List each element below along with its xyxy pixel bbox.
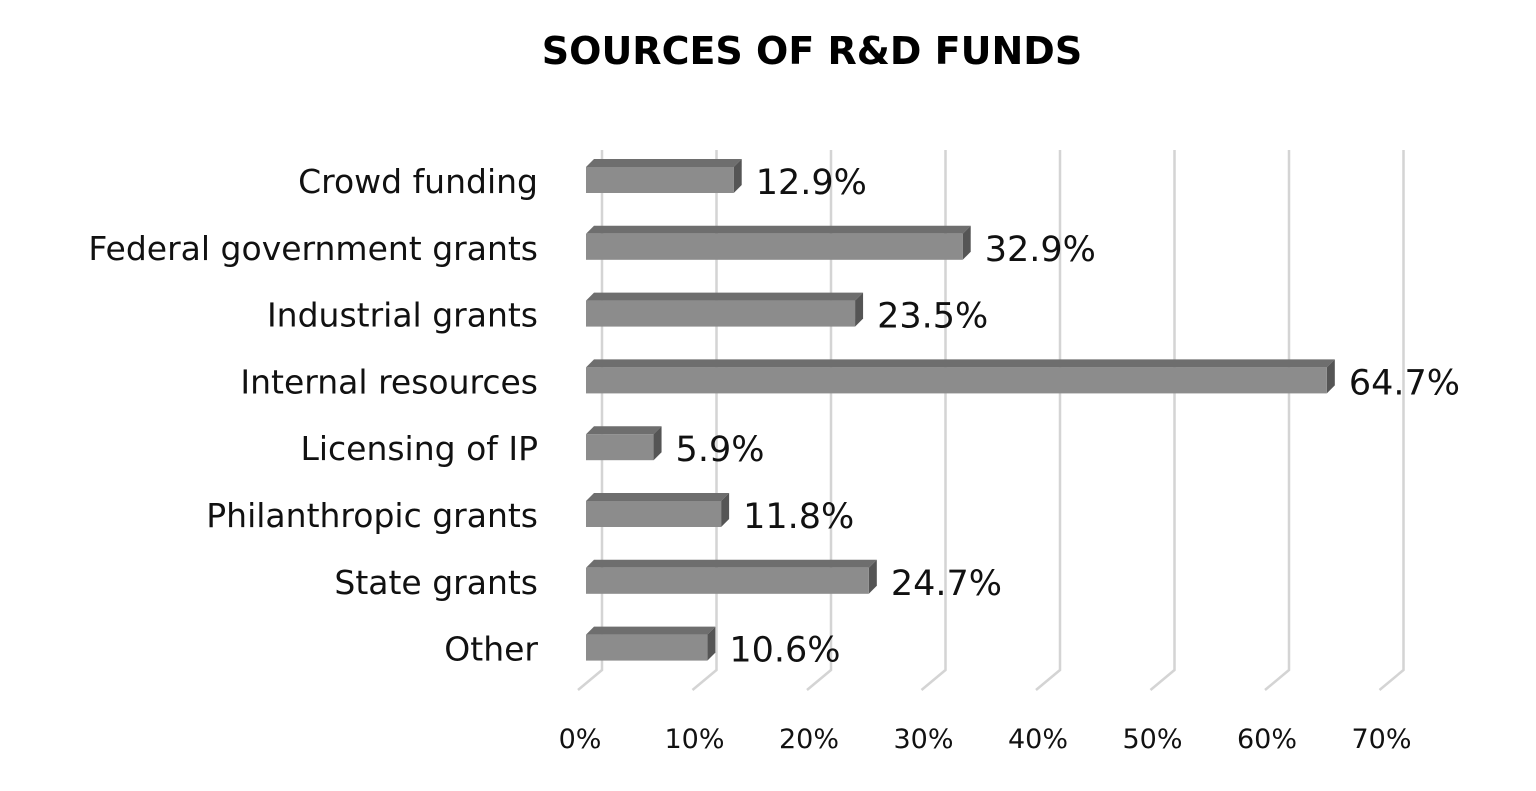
value-label: 32.9% — [985, 230, 1096, 270]
bar-side — [653, 426, 662, 461]
bar — [586, 493, 730, 527]
bar-side — [707, 626, 716, 661]
bar-side — [721, 493, 730, 527]
x-tick-labels: 0% 10% 20% 30% 40% 50% 60% 70% — [559, 724, 1412, 755]
bar-front — [586, 233, 963, 260]
x-tick-label: 60% — [1237, 724, 1297, 755]
bar-side — [1326, 359, 1335, 394]
bar-top — [586, 159, 742, 167]
bar-top — [586, 559, 877, 568]
category-label: Federal government grants — [88, 229, 538, 268]
bar-side — [733, 159, 742, 193]
bar — [586, 626, 716, 661]
bar — [586, 292, 864, 327]
gridline — [1149, 150, 1176, 691]
bar-front — [586, 634, 708, 661]
category-label: Licensing of IP — [300, 429, 538, 468]
value-label: 23.5% — [877, 297, 988, 337]
category-label: Crowd funding — [298, 162, 538, 201]
category-label: Internal resources — [240, 362, 538, 401]
bar-side — [855, 292, 864, 327]
bar-front — [586, 167, 734, 193]
category-label: Industrial grants — [267, 296, 538, 335]
bar-top — [586, 426, 662, 435]
category-label: State grants — [334, 563, 538, 602]
gridline — [1035, 150, 1062, 691]
x-tick-label: 10% — [664, 724, 724, 755]
x-tick-label: 0% — [559, 724, 602, 755]
value-label: 11.8% — [743, 497, 854, 537]
value-label: 5.9% — [676, 430, 765, 470]
bar-front — [586, 567, 869, 594]
bar-front — [586, 501, 722, 527]
x-tick-label: 50% — [1122, 724, 1182, 755]
bar-top — [586, 292, 864, 301]
bars — [586, 159, 1335, 661]
value-labels: 12.9% 32.9% 23.5% 64.7% 5.9% 11.8% 24.7% 10.6% — [676, 163, 1460, 671]
bar-side — [962, 225, 971, 260]
x-tick-label: 30% — [893, 724, 953, 755]
gridline — [920, 150, 947, 691]
bar — [586, 225, 971, 260]
bar-front — [586, 300, 856, 327]
bar — [586, 159, 742, 193]
chart-title: SOURCES OF R&D FUNDS — [542, 29, 1082, 73]
category-label: Other — [444, 630, 538, 669]
bar-top — [586, 225, 971, 234]
gridline — [1378, 150, 1405, 691]
bar — [586, 359, 1335, 394]
bar-top — [586, 359, 1335, 368]
bar — [586, 426, 662, 461]
bar-front — [586, 434, 654, 461]
value-label: 64.7% — [1349, 363, 1460, 403]
bar-side — [868, 559, 877, 594]
x-tick-label: 20% — [779, 724, 839, 755]
bar-top — [586, 493, 730, 501]
bar-front — [586, 367, 1327, 394]
value-label: 10.6% — [729, 631, 840, 671]
bar — [586, 559, 877, 594]
category-label: Philanthropic grants — [206, 496, 538, 535]
gridline — [1264, 150, 1291, 691]
value-label: 12.9% — [756, 163, 867, 203]
value-label: 24.7% — [891, 564, 1002, 604]
x-tick-label: 70% — [1351, 724, 1411, 755]
x-tick-label: 40% — [1008, 724, 1068, 755]
bar-top — [586, 626, 716, 635]
category-labels: Crowd funding Federal government grants In… — [88, 162, 538, 669]
